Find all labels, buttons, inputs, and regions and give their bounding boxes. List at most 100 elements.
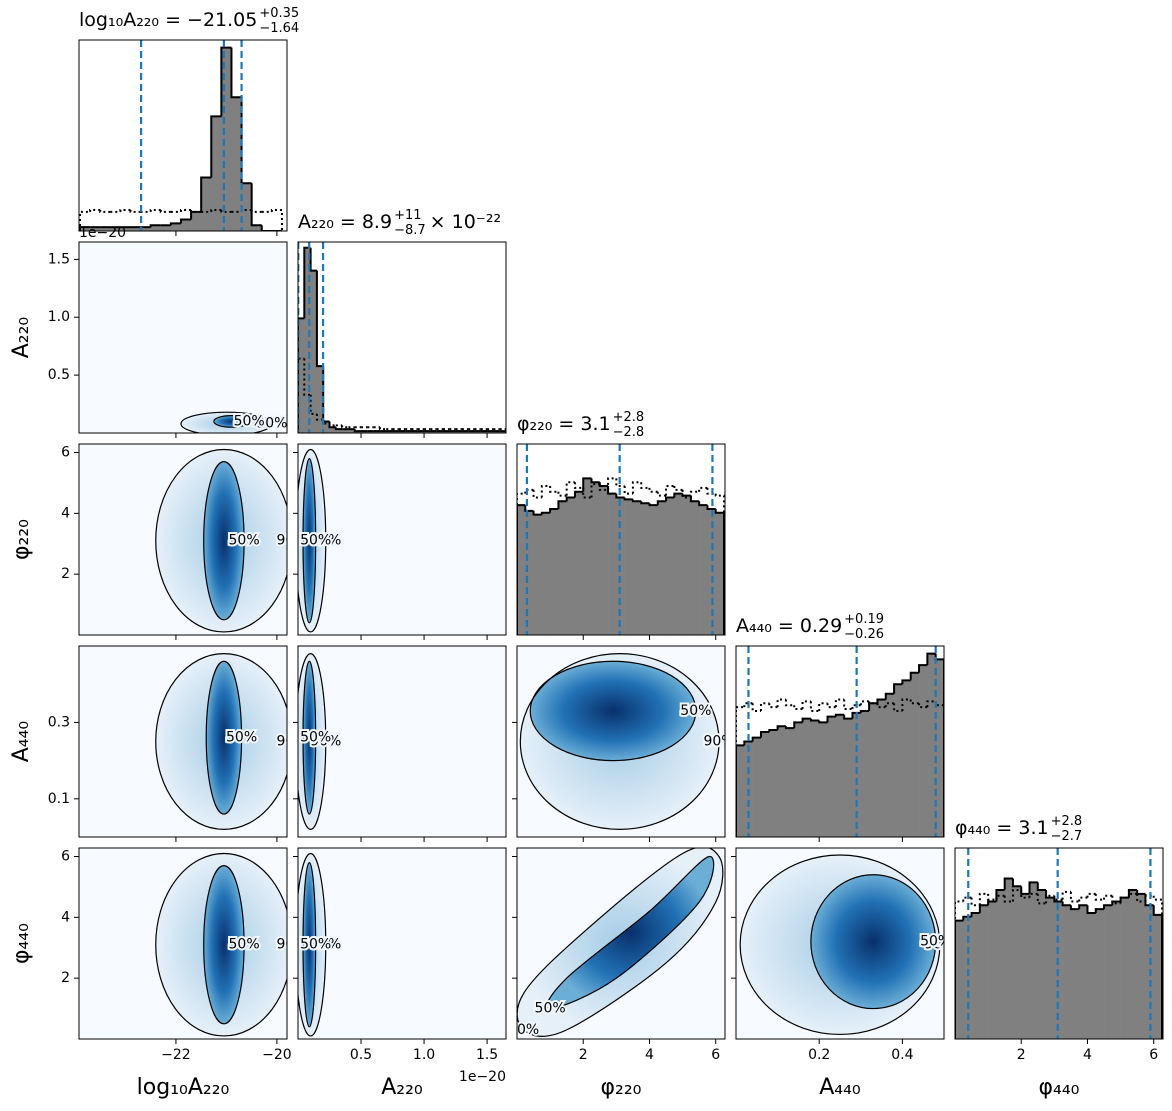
hist-step [1003, 877, 1013, 891]
hist-bar [690, 501, 700, 635]
hist-bar [120, 227, 131, 231]
prior-step [119, 208, 131, 212]
hist-bar [1012, 886, 1022, 1039]
prior-step [1069, 891, 1080, 903]
hist-bar [1137, 893, 1146, 1039]
hist-step [250, 183, 262, 227]
hist-step [79, 226, 91, 231]
prior-step [1103, 894, 1113, 900]
y-tick-label: 0.5 [48, 367, 70, 383]
prior-step [79, 210, 91, 231]
panel-frame [78, 645, 288, 838]
x-axis-label: φ₄₄₀ [1039, 1075, 1080, 1100]
contour-label: 90% [310, 533, 341, 549]
prior-step [99, 209, 111, 213]
contour-label: 50% [300, 937, 331, 953]
hist-bar [835, 714, 845, 837]
panel-content: 90%50% [298, 852, 343, 1037]
x-tick-label: 6 [711, 1047, 720, 1063]
prior-step [793, 705, 803, 711]
hist-bar [769, 730, 778, 837]
hist-bar [1112, 901, 1121, 1039]
hist-step [868, 702, 878, 711]
x-tick-label: 0.4 [891, 1047, 913, 1063]
hist-step [1103, 904, 1113, 910]
prior-step [768, 703, 778, 709]
hist-step [260, 225, 272, 231]
hist-step [598, 482, 609, 488]
x-axis-label: φ₂₂₀ [601, 1075, 642, 1100]
hist-bar [1004, 878, 1014, 1039]
hist-step [1020, 886, 1030, 895]
y-tick-label: 4 [61, 505, 70, 521]
hist-step [681, 493, 691, 497]
contour-label: 50% [680, 703, 711, 719]
hist-bar [558, 501, 567, 635]
prior-step [665, 485, 675, 496]
hist-bar [231, 97, 242, 231]
panel-title: log₁₀A₂₂₀ = −21.05 [79, 9, 257, 31]
hist-bar [241, 183, 252, 231]
hist-bar [641, 503, 650, 635]
panel-frame [954, 847, 1164, 1040]
hist-step [582, 477, 592, 492]
hist-step [1036, 882, 1047, 892]
hist-bar [329, 427, 337, 433]
hist-step [169, 222, 181, 226]
hist-step [801, 717, 811, 723]
hist-step [995, 889, 1005, 902]
hist-step [1053, 897, 1063, 903]
contour [180, 411, 273, 433]
hist-bar [935, 659, 944, 837]
panel-content: 90%50% [155, 852, 287, 1037]
density [303, 661, 316, 815]
prior-step [517, 492, 526, 635]
prior-step [607, 477, 617, 490]
title-minus: −1.64 [259, 21, 299, 36]
panel-frame [516, 847, 726, 1040]
hist-bar [1120, 897, 1130, 1039]
hist-step [1086, 905, 1096, 914]
prior-step [573, 482, 584, 489]
hist-step [901, 679, 911, 685]
y-tick-label: 1.5 [48, 251, 70, 267]
hist-bar [682, 495, 692, 635]
contour-label: 50% [229, 533, 260, 549]
hist-step [648, 503, 658, 507]
panel-frame [297, 645, 507, 838]
y-axis-label: φ₄₄₀ [9, 923, 34, 964]
panel-content: 90%50% [298, 448, 343, 633]
hist-bar [1104, 905, 1113, 1039]
contour [298, 653, 327, 830]
density [303, 458, 316, 623]
hist-bar [160, 225, 172, 231]
prior-step [826, 703, 836, 709]
contour-label: 90% [276, 734, 307, 750]
hist-bar [533, 514, 543, 635]
contour [546, 855, 715, 1010]
hist-step [793, 721, 803, 729]
y-axis-label: A₄₄₀ [9, 721, 34, 763]
prior-step [1003, 895, 1013, 903]
contour [203, 865, 245, 1025]
contour [205, 660, 243, 815]
panel-frame [297, 241, 507, 434]
hist-bar [852, 712, 862, 837]
prior-step [901, 698, 911, 711]
hist-bar [902, 680, 912, 837]
hist-bar [550, 508, 559, 635]
panel-frame [78, 443, 288, 636]
title-plus: +2.8 [613, 410, 645, 425]
prior-step [926, 700, 936, 708]
hist-step [179, 218, 192, 224]
panel-content: 90%50% [155, 653, 307, 830]
contour-label: 50% [535, 1001, 566, 1017]
panel-title: A₄₄₀ = 0.29 [736, 615, 842, 637]
contour-label: 50% [234, 413, 265, 429]
hist-bar [566, 497, 576, 635]
contour-label: 50% [300, 730, 331, 746]
hist-bar [90, 227, 101, 231]
hist-step [607, 486, 617, 495]
contour-label: 50% [229, 937, 260, 953]
